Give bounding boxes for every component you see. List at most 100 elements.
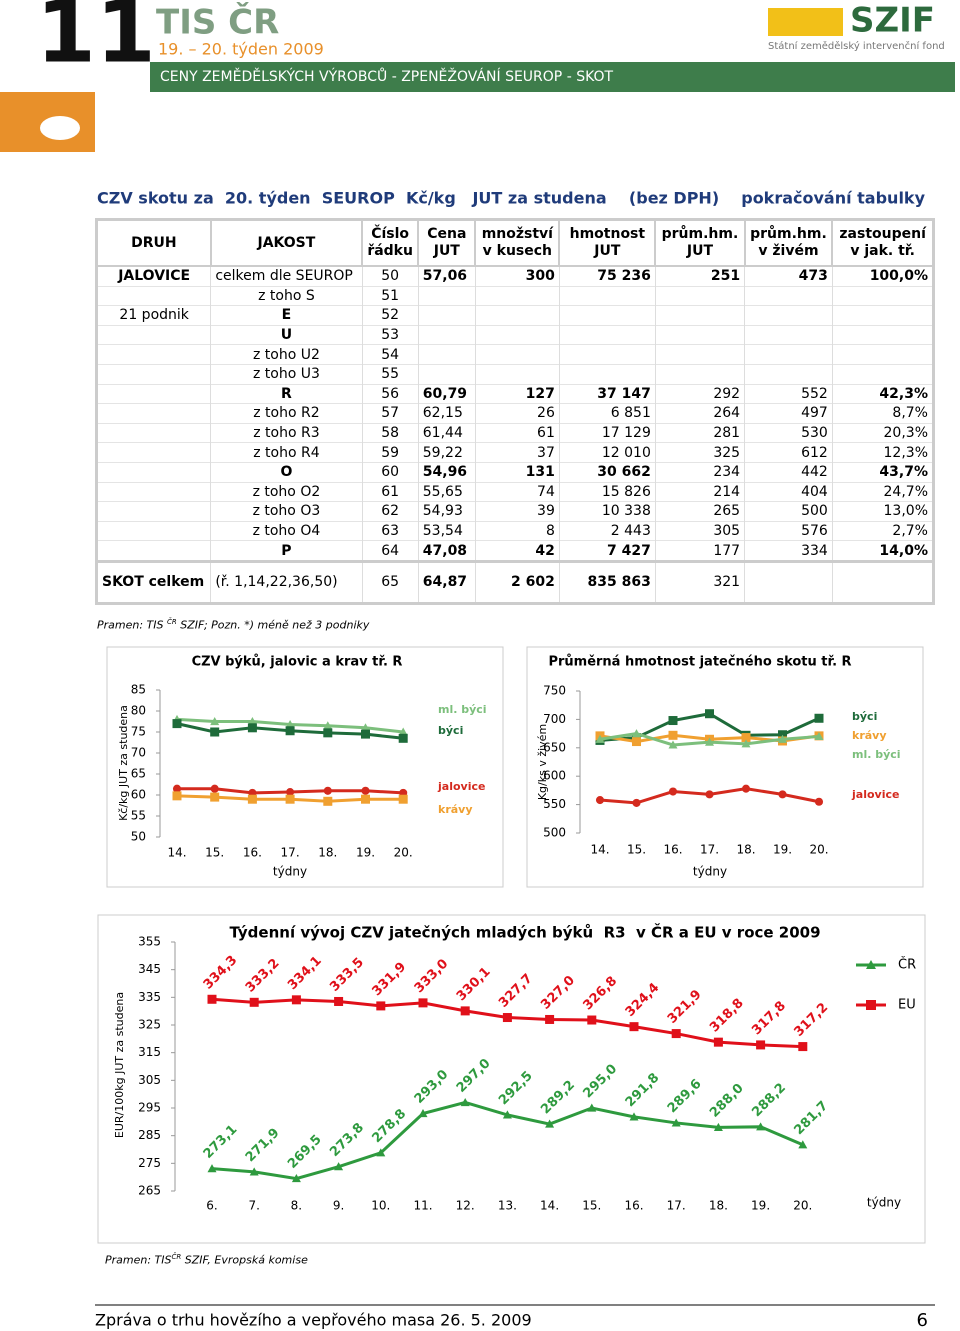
data-label: 333,5	[327, 955, 367, 995]
column-header: hmotnost JUT	[558, 218, 657, 267]
marker	[323, 786, 332, 795]
x-tick-label: 20.	[809, 843, 828, 857]
legend-label: ml. býci	[438, 703, 487, 716]
table-cell: 20,3%	[831, 422, 935, 443]
marker	[361, 786, 370, 795]
table-cell: 612	[744, 442, 833, 463]
table-cell: 53,54	[417, 520, 476, 541]
note-text: Pramen: TIS	[97, 618, 167, 632]
note-sup: ČR	[167, 618, 177, 626]
table-cell	[417, 285, 476, 306]
legend-label: býci	[438, 724, 463, 737]
table-cell: 100,0%	[831, 265, 935, 287]
marker	[545, 1119, 555, 1128]
table-cell: 52	[361, 305, 419, 326]
data-label: 324,4	[623, 980, 663, 1020]
table-cell	[558, 285, 656, 306]
data-label: 321,9	[665, 987, 705, 1027]
table-cell: 10 338	[558, 501, 656, 522]
table-cell: 64,87	[417, 559, 476, 604]
table-cell	[95, 442, 212, 463]
chart-frame	[526, 646, 924, 888]
table-row: SKOT celkem (ř. 1,14,22,36,50) 65 64,87 2 60…	[95, 559, 935, 604]
marker	[705, 737, 714, 746]
table-cell: 214	[654, 481, 746, 502]
y-axis-label: Kč/kg JUT za studena	[117, 705, 130, 821]
table-cell	[474, 305, 560, 326]
table-cell: 57	[361, 403, 419, 424]
table-cell	[744, 344, 833, 365]
x-tick-label: 18.	[318, 846, 337, 860]
table-cell	[831, 324, 935, 345]
marker	[398, 794, 408, 804]
table-cell: R	[210, 383, 363, 404]
header-row: DRUH JAKOST Číslo řádku Cena JUT množství v …	[95, 218, 935, 267]
x-tick-label: 20.	[793, 1199, 812, 1213]
x-tick-label: 8.	[291, 1199, 302, 1213]
marker	[705, 790, 714, 799]
table-cell: 8	[474, 520, 560, 541]
x-tick-label: 16.	[624, 1199, 643, 1213]
y-tick-label: 275	[138, 1156, 161, 1170]
table-row: O 60 54,96 131 30 662 234 442 43,7%	[95, 461, 935, 483]
table-cell	[558, 305, 656, 326]
table-cell: 552	[744, 383, 833, 404]
data-label: 288,2	[749, 1080, 789, 1120]
table-cell: E	[210, 305, 363, 326]
marker	[460, 1006, 470, 1016]
marker	[210, 792, 220, 802]
marker	[798, 1042, 808, 1052]
table-cell: 530	[744, 422, 833, 443]
marker	[172, 791, 182, 801]
table-cell: 300	[474, 265, 560, 287]
table-cell: 64	[361, 540, 419, 562]
table-note: Pramen: TIS ČR SZIF; Pozn. *) méně než 3…	[97, 618, 369, 632]
marker	[285, 719, 295, 729]
table-cell	[95, 403, 212, 424]
table-cell: 37	[474, 442, 560, 463]
x-tick-label: 19.	[356, 846, 375, 860]
column-header: Cena JUT	[417, 218, 477, 267]
marker	[285, 794, 295, 804]
table-cell: 30 662	[558, 461, 656, 483]
table-cell: 12,3%	[831, 442, 935, 463]
data-label: 293,0	[412, 1067, 452, 1107]
x-tick-label: 9.	[333, 1199, 344, 1213]
table-cell: 62	[361, 501, 419, 522]
y-tick-label: 750	[543, 684, 566, 698]
marker	[778, 730, 787, 740]
table-cell: 6 851	[558, 403, 656, 424]
x-axis-label: týdny	[867, 1196, 901, 1210]
table-cell: z toho O2	[210, 481, 363, 502]
marker	[376, 1148, 386, 1157]
data-label: 289,6	[665, 1077, 705, 1117]
y-axis-label: EUR/100kg JUT za studena	[113, 992, 126, 1138]
x-tick-label: 14.	[167, 846, 186, 860]
y-tick-label: 265	[138, 1184, 161, 1198]
y-tick-label: 600	[543, 769, 566, 783]
table-cell: 59	[361, 442, 419, 463]
x-axis-label: týdny	[693, 865, 727, 879]
table-cell	[744, 285, 833, 306]
table-cell: 47,08	[417, 540, 476, 562]
table-cell: 8,7%	[831, 403, 935, 424]
table-cell: 65	[361, 559, 419, 604]
table-cell	[744, 559, 833, 604]
data-label: 292,5	[496, 1069, 536, 1109]
marker	[323, 796, 333, 806]
table-cell	[95, 461, 212, 483]
marker	[713, 1037, 723, 1047]
marker	[798, 1140, 808, 1149]
marker	[291, 995, 301, 1005]
data-label: 318,8	[707, 996, 747, 1036]
table-cell: 39	[474, 501, 560, 522]
y-tick-label: 70	[131, 746, 146, 760]
header-title: TIS ČR	[156, 2, 279, 43]
table-row: z toho U3 55	[95, 363, 935, 385]
data-label: 273,1	[201, 1122, 241, 1162]
marker	[247, 723, 257, 733]
marker	[249, 1167, 259, 1176]
table-cell: 2 602	[474, 559, 560, 604]
table-cell: 305	[654, 520, 746, 541]
table-cell: z toho R4	[210, 442, 363, 463]
